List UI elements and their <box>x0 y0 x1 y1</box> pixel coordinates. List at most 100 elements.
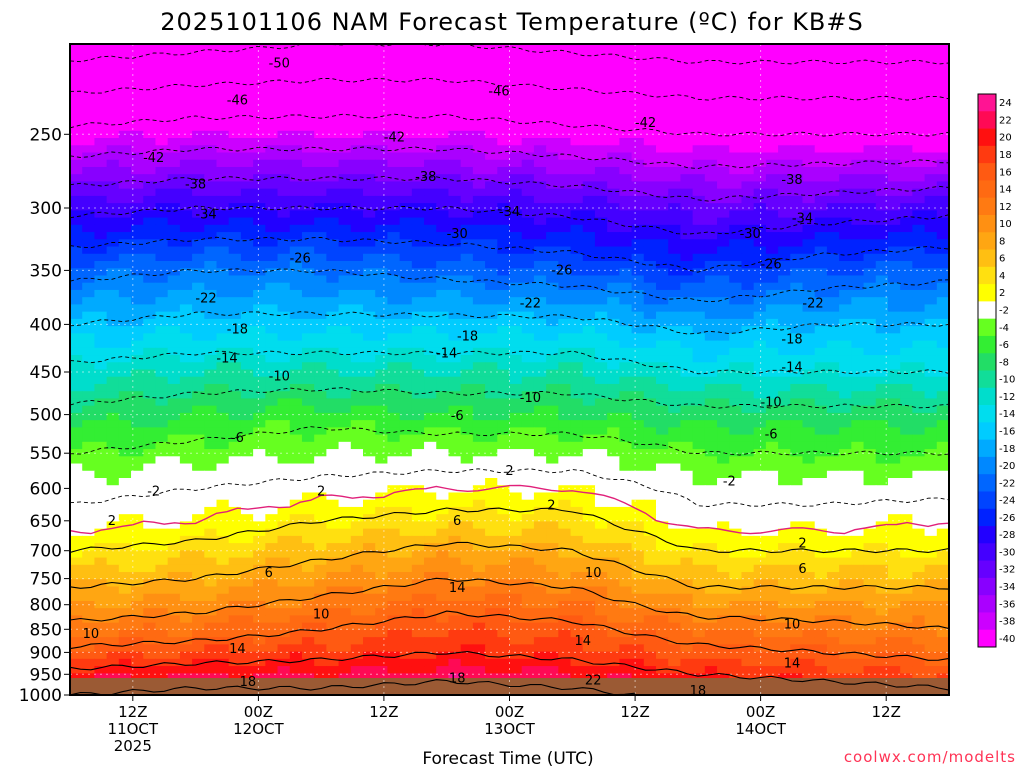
field-cell <box>143 138 157 146</box>
field-cell <box>179 253 193 262</box>
field-cell <box>411 427 425 436</box>
field-cell <box>619 463 633 472</box>
field-cell <box>717 261 730 269</box>
field-cell <box>717 188 730 197</box>
field-cell <box>643 463 657 472</box>
field-cell <box>94 72 108 81</box>
field-cell <box>265 145 279 154</box>
field-cell <box>717 521 730 530</box>
field-cell <box>912 232 926 240</box>
field-cell <box>399 478 413 486</box>
field-cell <box>460 434 474 443</box>
field-cell <box>118 58 132 67</box>
field-cell <box>558 412 572 421</box>
field-cell <box>228 44 242 52</box>
field-cell <box>497 420 511 428</box>
field-cell <box>387 51 401 60</box>
field-cell <box>460 499 474 508</box>
field-cell <box>240 485 254 494</box>
field-cell <box>656 217 669 226</box>
field-cell <box>729 232 743 240</box>
field-cell <box>656 145 669 154</box>
field-cell <box>936 405 949 414</box>
field-cell <box>192 506 205 515</box>
field-cell <box>460 441 474 450</box>
field-cell <box>301 217 315 226</box>
field-cell <box>94 441 108 450</box>
field-cell <box>314 166 327 175</box>
field-cell <box>363 297 376 305</box>
field-cell <box>253 543 266 551</box>
field-cell <box>253 506 266 515</box>
field-cell <box>289 145 303 154</box>
field-cell <box>155 268 169 277</box>
field-cell <box>924 181 938 190</box>
field-cell <box>436 362 450 371</box>
field-cell <box>448 123 462 132</box>
field-cell <box>497 369 511 378</box>
field-cell <box>533 456 547 465</box>
field-cell <box>692 463 706 472</box>
field-cell <box>265 181 279 190</box>
field-cell <box>924 478 938 486</box>
field-cell <box>167 514 181 522</box>
field-cell <box>765 463 779 472</box>
field-cell <box>839 109 852 117</box>
field-cell <box>338 217 352 226</box>
field-cell <box>326 224 340 233</box>
field-cell <box>656 528 669 537</box>
field-cell <box>240 130 254 139</box>
field-cell <box>607 470 620 479</box>
field-cell <box>802 355 816 363</box>
field-cell <box>314 109 327 117</box>
field-cell <box>521 195 535 204</box>
field-cell <box>228 362 242 371</box>
field-cell <box>289 340 303 349</box>
field-cell <box>167 181 181 190</box>
field-cell <box>228 145 242 154</box>
field-cell <box>753 326 767 334</box>
field-cell <box>448 80 462 88</box>
field-cell <box>289 152 303 161</box>
field-cell <box>155 109 169 117</box>
field-cell <box>497 224 511 233</box>
field-cell <box>436 138 450 146</box>
field-cell <box>363 478 376 486</box>
field-cell <box>363 282 376 291</box>
field-cell <box>143 304 157 313</box>
field-cell <box>448 528 462 537</box>
field-cell <box>936 391 949 400</box>
field-cell <box>118 434 132 443</box>
field-cell <box>619 412 633 421</box>
field-cell <box>717 275 730 284</box>
field-cell <box>778 203 791 211</box>
field-cell <box>155 412 169 421</box>
field-cell <box>741 304 755 313</box>
field-cell <box>839 232 852 240</box>
field-cell <box>192 492 205 501</box>
field-cell <box>704 420 718 428</box>
field-cell <box>265 347 279 356</box>
field-cell <box>692 203 706 211</box>
field-cell <box>424 109 437 117</box>
field-cell <box>253 405 266 414</box>
field-cell <box>631 362 645 371</box>
field-cell <box>70 326 83 334</box>
field-cell <box>179 449 193 457</box>
field-cell <box>521 174 535 183</box>
field-cell <box>839 383 852 392</box>
field-cell <box>338 318 352 327</box>
field-cell <box>814 239 828 248</box>
field-cell <box>326 391 340 400</box>
field-cell <box>607 152 620 161</box>
field-cell <box>118 217 132 226</box>
field-cell <box>448 181 462 190</box>
field-cell <box>436 159 450 168</box>
field-cell <box>863 499 877 508</box>
field-cell <box>900 456 913 465</box>
field-cell <box>717 58 730 67</box>
field-cell <box>741 217 755 226</box>
field-cell <box>631 232 645 240</box>
field-cell <box>582 174 596 183</box>
field-cell <box>228 449 242 457</box>
